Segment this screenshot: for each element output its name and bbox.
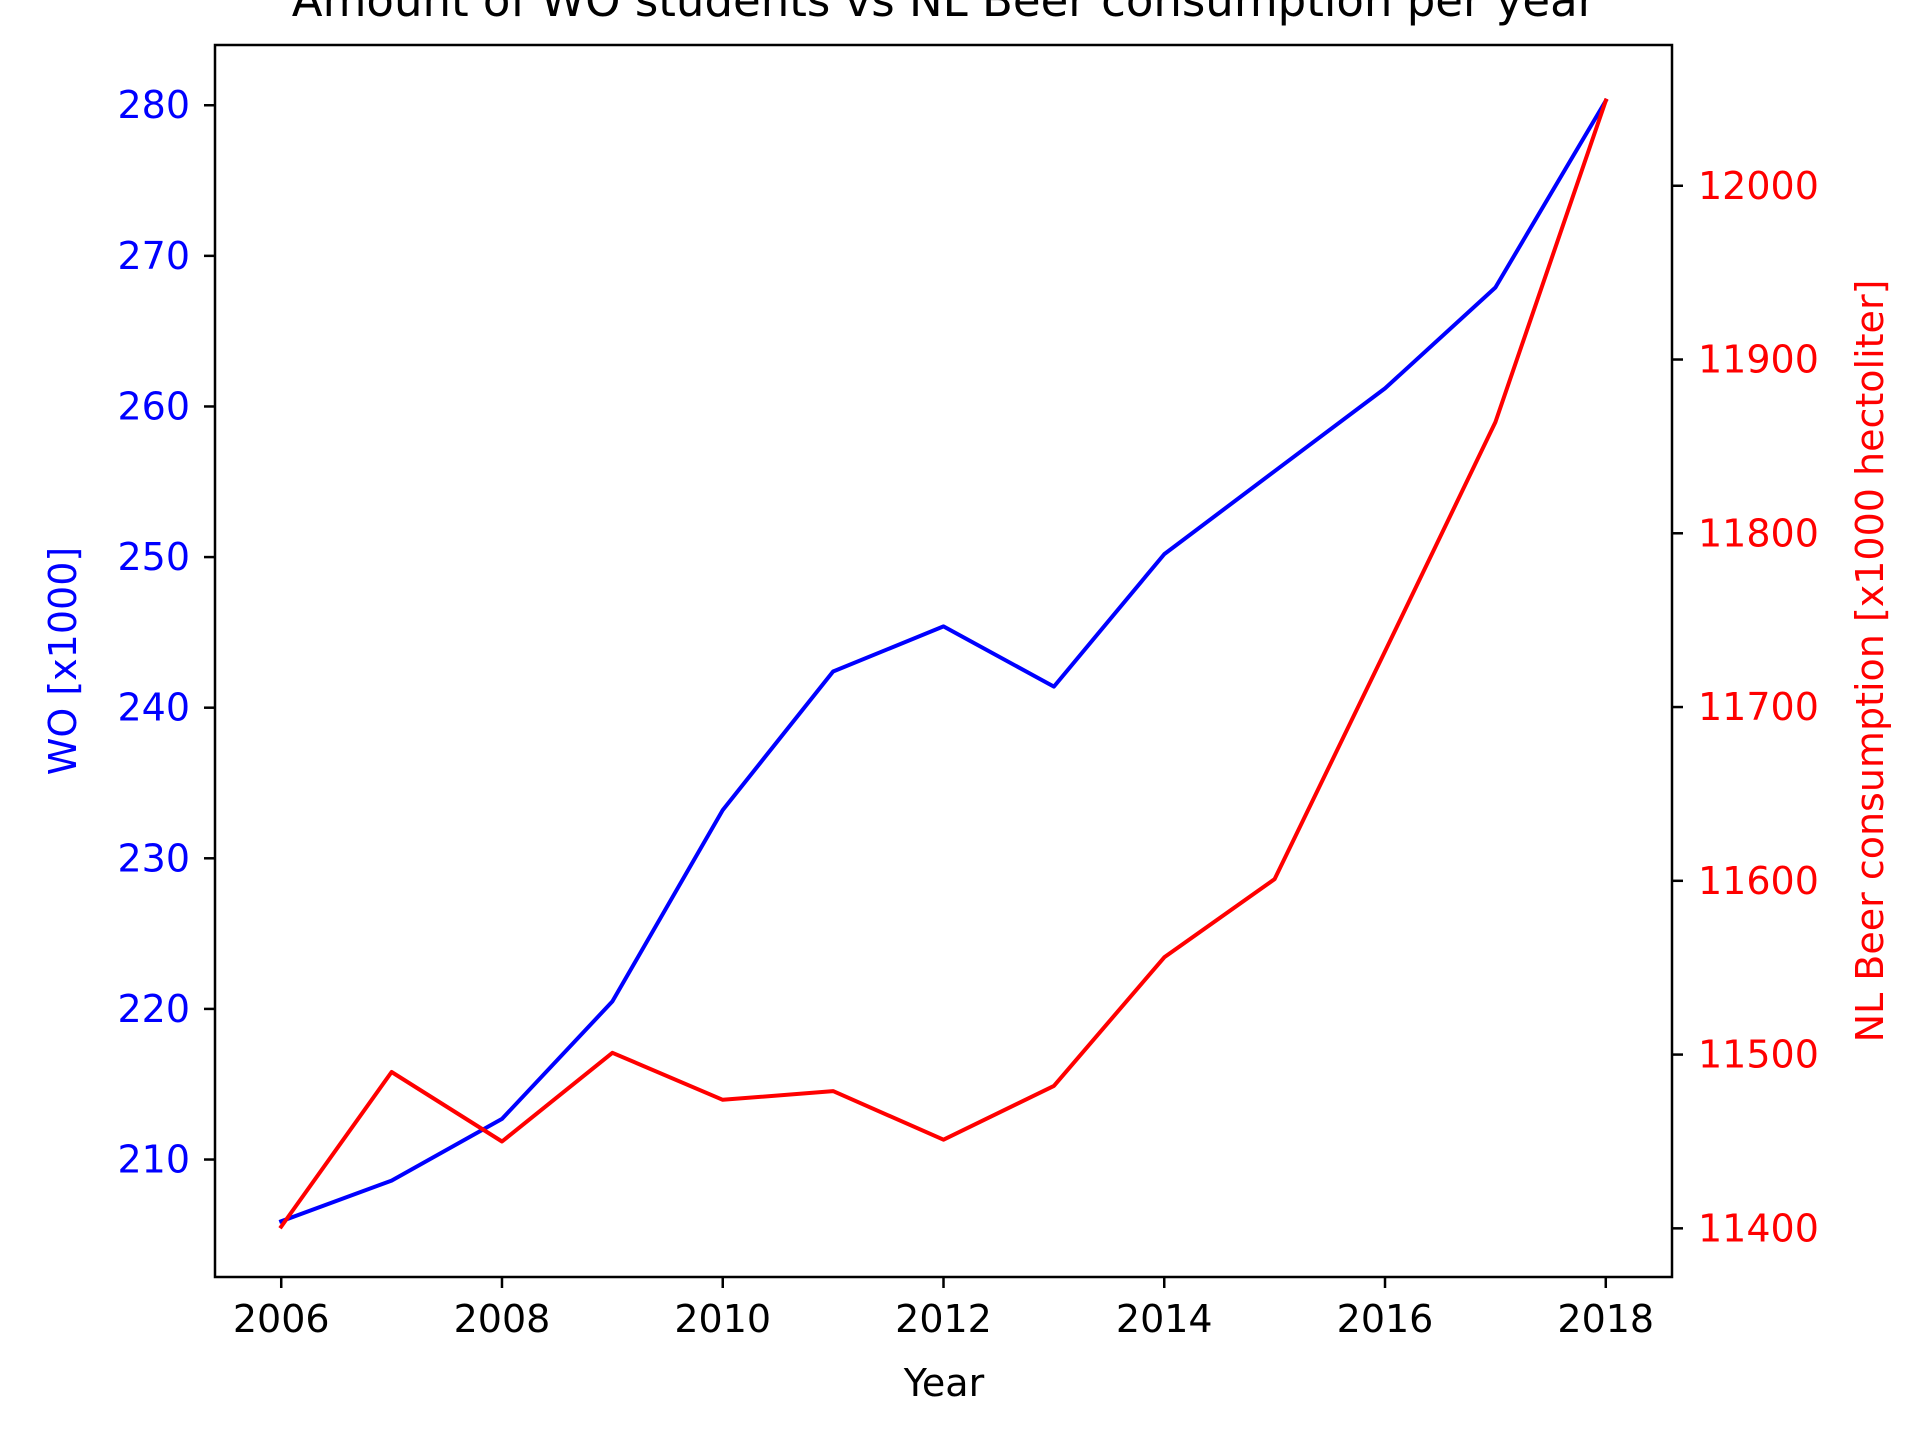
y-right-tick-label: 11500 — [1698, 1033, 1819, 1077]
y-right-tick-label: 11900 — [1698, 338, 1819, 382]
series-line-wo-students — [278, 97, 1609, 1224]
y-right-tick-label: 11600 — [1698, 859, 1819, 903]
x-tick-label: 2010 — [674, 1297, 771, 1341]
y-axis-right-label: NL Beer consumption [x1000 hectoliter] — [1848, 280, 1892, 1043]
x-axis: 2006 2008 2010 2012 2014 2016 2018 — [233, 1277, 1654, 1341]
y-left-tick-label: 210 — [117, 1138, 190, 1182]
y-right-tick-label: 12000 — [1698, 164, 1819, 208]
x-axis-label: Year — [903, 1361, 985, 1405]
y-left-tick-label: 230 — [117, 836, 190, 880]
x-tick-label: 2018 — [1557, 1297, 1654, 1341]
y-left-tick-label: 270 — [117, 234, 190, 278]
x-tick-label: 2008 — [454, 1297, 551, 1341]
y-axis-left-label: WO [x1000] — [41, 547, 85, 775]
y-right-tick-label: 11700 — [1698, 685, 1819, 729]
plot-frame — [213, 43, 1674, 1279]
x-tick-label: 2016 — [1337, 1297, 1434, 1341]
series-lines — [278, 97, 1609, 1230]
series-line-beer-consumption — [278, 98, 1609, 1230]
y-right-tick-label: 11800 — [1698, 511, 1819, 555]
x-tick-label: 2006 — [233, 1297, 330, 1341]
y-left-tick-label: 240 — [117, 686, 190, 730]
x-tick-label: 2012 — [895, 1297, 992, 1341]
y-left-tick-label: 220 — [117, 987, 190, 1031]
y-left-tick-label: 250 — [117, 535, 190, 579]
y-left-tick-label: 280 — [117, 83, 190, 127]
y-left-tick-label: 260 — [117, 384, 190, 428]
y-axis-left: 210 220 230 240 250 260 270 280 — [117, 83, 215, 1182]
x-tick-label: 2014 — [1116, 1297, 1213, 1341]
y-right-tick-label: 11400 — [1698, 1206, 1819, 1250]
y-axis-right: 11400 11500 11600 11700 11800 11900 12000 — [1672, 164, 1819, 1250]
chart-title: Amount of WO students vs NL Beer consump… — [292, 0, 1597, 27]
